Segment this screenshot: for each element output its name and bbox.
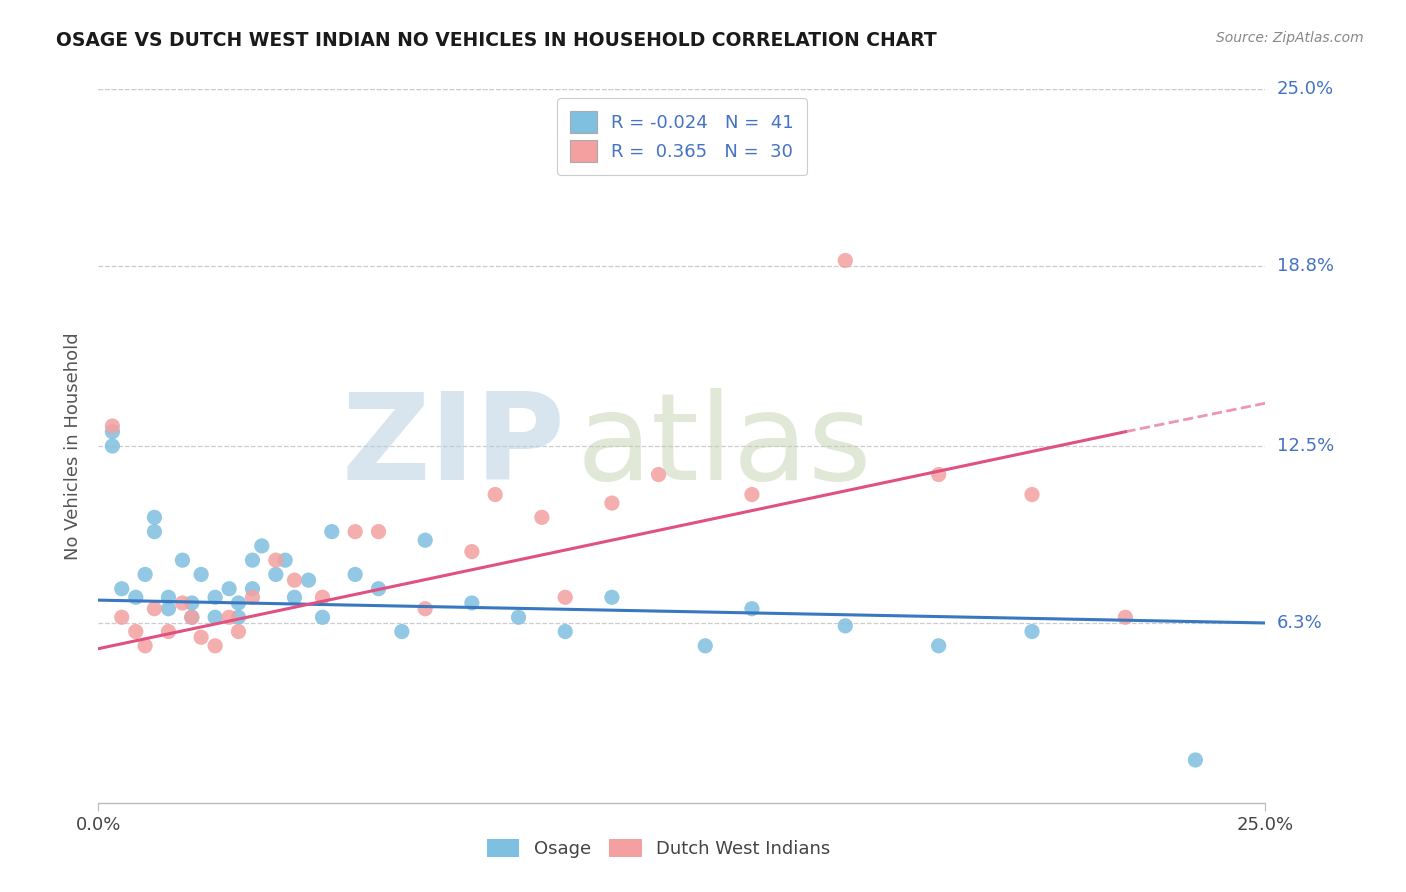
Point [461,544,484,558]
Y-axis label: No Vehicles in Household: No Vehicles in Household [65,332,83,560]
Point [111,610,134,624]
Point [413,601,436,615]
Point [1021,487,1043,501]
Point [928,467,950,482]
Text: 12.5%: 12.5% [1277,437,1334,455]
Point [834,253,856,268]
Point [228,624,250,639]
Point [367,582,389,596]
Point [834,619,856,633]
Point [157,624,180,639]
Point [134,567,156,582]
Point [125,591,148,605]
Point [172,596,194,610]
Point [204,610,226,624]
Point [180,610,202,624]
Point [190,567,212,582]
Point [204,591,226,605]
Text: 6.3%: 6.3% [1277,614,1322,632]
Point [180,596,202,610]
Point [264,567,287,582]
Point [101,425,124,439]
Point [242,582,264,596]
Point [101,439,124,453]
Point [218,582,240,596]
Point [264,553,287,567]
Point [143,601,166,615]
Point [928,639,950,653]
Point [321,524,343,539]
Point [228,596,250,610]
Point [157,601,180,615]
Point [228,610,250,624]
Point [484,487,506,501]
Point [344,524,367,539]
Point [530,510,553,524]
Point [101,419,124,434]
Point [274,553,297,567]
Point [741,601,763,615]
Point [367,524,389,539]
Point [143,510,166,524]
Text: Source: ZipAtlas.com: Source: ZipAtlas.com [1216,31,1364,45]
Point [242,553,264,567]
Point [741,487,763,501]
Point [283,591,305,605]
Point [283,573,305,587]
Point [344,567,367,582]
Point [647,467,669,482]
Text: atlas: atlas [576,387,873,505]
Point [391,624,413,639]
Point [600,591,623,605]
Point [508,610,530,624]
Text: OSAGE VS DUTCH WEST INDIAN NO VEHICLES IN HOUSEHOLD CORRELATION CHART: OSAGE VS DUTCH WEST INDIAN NO VEHICLES I… [56,31,936,50]
Text: 25.0%: 25.0% [1277,80,1334,98]
Point [172,553,194,567]
Point [204,639,226,653]
Legend: Osage, Dutch West Indians: Osage, Dutch West Indians [479,831,838,865]
Point [218,610,240,624]
Point [125,624,148,639]
Point [1114,610,1136,624]
Point [242,591,264,605]
Text: ZIP: ZIP [342,387,565,505]
Point [1021,624,1043,639]
Point [600,496,623,510]
Point [180,610,202,624]
Point [695,639,717,653]
Point [554,591,576,605]
Point [143,524,166,539]
Point [461,596,484,610]
Point [311,591,333,605]
Point [157,591,180,605]
Point [250,539,273,553]
Point [413,533,436,548]
Point [190,630,212,644]
Text: 18.8%: 18.8% [1277,257,1333,275]
Point [134,639,156,653]
Point [311,610,333,624]
Point [1184,753,1206,767]
Point [554,624,576,639]
Point [297,573,319,587]
Point [111,582,134,596]
